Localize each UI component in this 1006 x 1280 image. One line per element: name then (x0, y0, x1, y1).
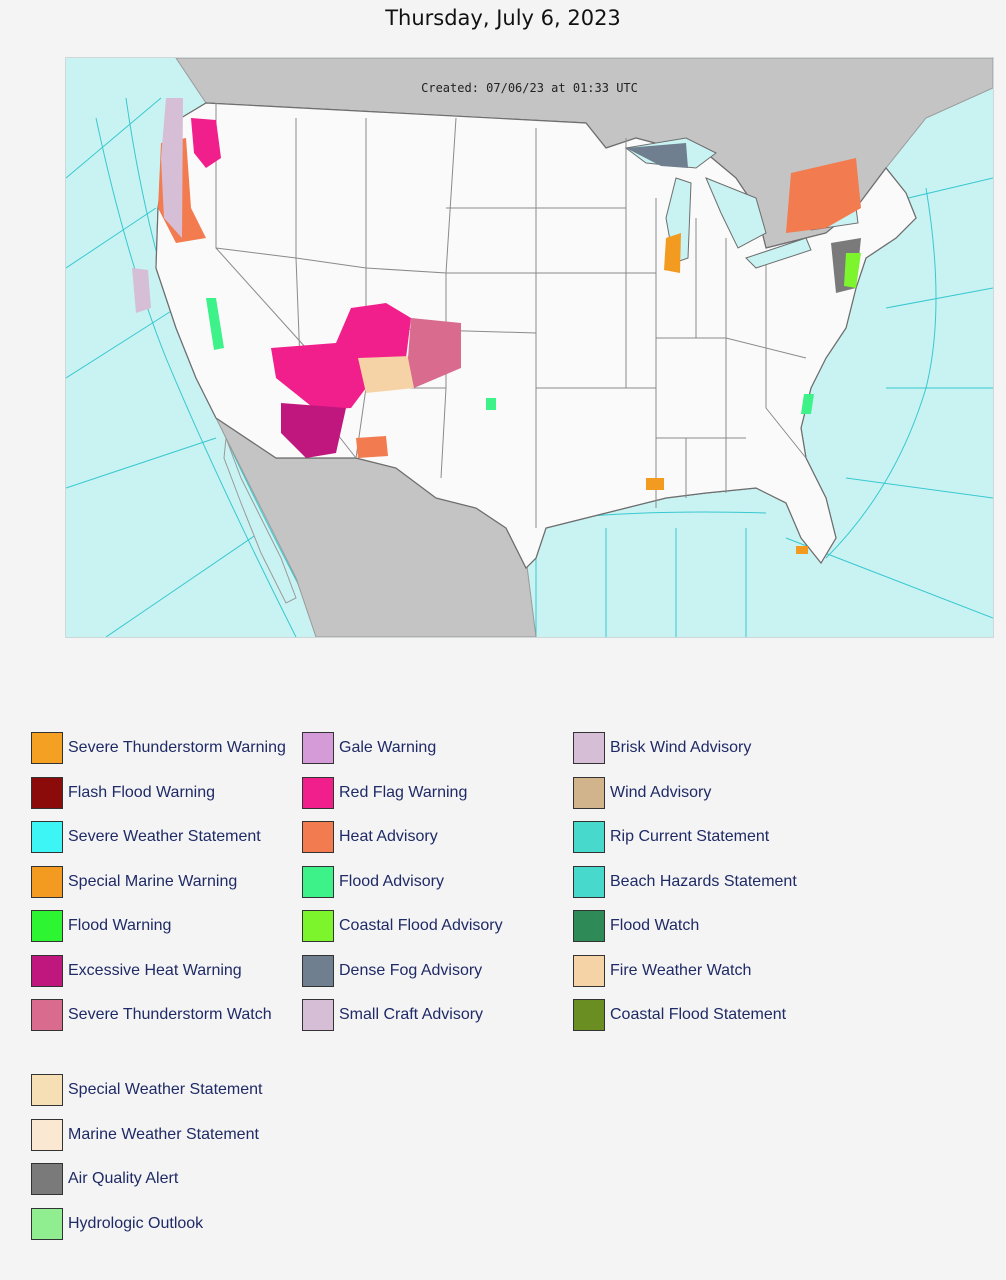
legend-label: Flood Advisory (339, 872, 444, 890)
legend-label: Fire Weather Watch (610, 961, 752, 979)
severe-tstm-area-2 (796, 546, 808, 554)
red-flag-area-2 (271, 303, 411, 410)
legend-label: Dense Fog Advisory (339, 961, 483, 979)
legend-item: Severe Thunderstorm Warning (31, 731, 286, 765)
page-title: Thursday, July 6, 2023 (385, 6, 621, 30)
legend-item: Flood Advisory (302, 865, 444, 899)
legend-swatch (31, 732, 63, 764)
legend-item: Brisk Wind Advisory (573, 731, 751, 765)
legend-swatch (573, 732, 605, 764)
legend-label: Beach Hazards Statement (610, 872, 797, 890)
legend-label: Flood Warning (68, 917, 172, 934)
svr-tstm-watch-area (408, 318, 461, 388)
legend-swatch (31, 1118, 63, 1151)
legend-swatch (573, 910, 605, 942)
legend-item: Fire Weather Watch (573, 954, 751, 988)
legend-item: Severe Thunderstorm Watch (31, 998, 272, 1032)
excessive-heat-area (281, 403, 346, 458)
legend-label: Special Marine Warning (68, 872, 238, 890)
legend-label: Special Weather Statement (68, 1081, 263, 1098)
legend-label: Hydrologic Outlook (68, 1214, 204, 1232)
legend-item: Flash Flood Warning (31, 776, 215, 810)
legend-item: Gale Warning (302, 731, 436, 765)
heat-advisory-area-2 (356, 436, 388, 458)
legend-swatch (573, 999, 605, 1031)
flood-advisory-area-2 (486, 398, 496, 410)
legend-swatch (31, 776, 63, 809)
legend-swatch (31, 865, 63, 898)
legend-item: Severe Weather Statement (31, 820, 261, 854)
legend-label: Air Quality Alert (68, 1170, 179, 1187)
legend-swatch (31, 1074, 63, 1106)
legend-label: Flood Watch (610, 917, 700, 934)
legend-label: Severe Thunderstorm Watch (68, 1006, 272, 1023)
legend-label: Wind Advisory (610, 783, 712, 801)
severe-tstm-area (646, 478, 664, 490)
legend-item: Flood Watch (573, 909, 699, 943)
map-graphic (66, 58, 993, 637)
special-marine-area (664, 233, 681, 273)
legend-item: Special Weather Statement (31, 1073, 262, 1107)
legend-label: Gale Warning (339, 739, 437, 756)
legend-label: Small Craft Advisory (339, 1006, 484, 1023)
legend-swatch (573, 865, 605, 898)
legend-label: Excessive Heat Warning (68, 961, 242, 979)
legend-swatch (31, 821, 63, 853)
gulf-of-california (223, 437, 297, 604)
legend-label: Coastal Flood Statement (610, 1006, 787, 1023)
legend-item: Coastal Flood Statement (573, 998, 786, 1032)
legend-item: Red Flag Warning (302, 776, 467, 810)
legend-item: Dense Fog Advisory (302, 954, 482, 988)
legend-item: Air Quality Alert (31, 1162, 178, 1196)
legend-label: Brisk Wind Advisory (610, 739, 752, 756)
flood-advisory-area-3 (801, 394, 814, 414)
small-craft-area-2 (132, 268, 151, 313)
fire-weather-area (358, 356, 414, 393)
legend-label: Red Flag Warning (339, 783, 468, 801)
legend-swatch (302, 954, 334, 987)
legend-swatch (302, 999, 334, 1031)
legend-swatch (302, 732, 334, 764)
legend-swatch (31, 999, 63, 1031)
legend-swatch (302, 776, 334, 809)
legend-label: Flash Flood Warning (68, 783, 216, 801)
legend-swatch (302, 910, 334, 942)
legend-item: Flood Warning (31, 909, 171, 943)
legend-swatch (31, 1163, 63, 1195)
dense-fog-area (626, 143, 688, 168)
legend-label: Marine Weather Statement (68, 1125, 259, 1143)
heat-advisory-area-3 (786, 158, 861, 233)
legend-label: Heat Advisory (339, 828, 438, 845)
legend-swatch (31, 954, 63, 987)
legend-swatch (31, 1207, 63, 1240)
legend-label: Coastal Flood Advisory (339, 917, 503, 934)
flood-advisory-area (206, 298, 224, 350)
legend-item: Special Marine Warning (31, 865, 237, 899)
red-flag-area (191, 118, 221, 168)
legend-swatch (573, 954, 605, 987)
legend-item: Rip Current Statement (573, 820, 769, 854)
legend-swatch (302, 821, 334, 853)
legend-item: Beach Hazards Statement (573, 865, 797, 899)
legend-swatch (573, 776, 605, 809)
legend-item: Small Craft Advisory (302, 998, 483, 1032)
legend-item: Coastal Flood Advisory (302, 909, 503, 943)
legend-swatch (31, 910, 63, 942)
hazard-map: Created: 07/06/23 at 01:33 UTC (65, 57, 994, 638)
legend-label: Severe Thunderstorm Warning (68, 739, 286, 756)
legend-item: Marine Weather Statement (31, 1118, 259, 1152)
legend-item: Excessive Heat Warning (31, 954, 242, 988)
coastal-flood-area (844, 253, 861, 288)
small-craft-area (161, 98, 183, 238)
legend-item: Hydrologic Outlook (31, 1207, 203, 1241)
legend-item: Wind Advisory (573, 776, 711, 810)
created-timestamp: Created: 07/06/23 at 01:33 UTC (421, 81, 638, 95)
legend-label: Severe Weather Statement (68, 828, 261, 845)
legend-item: Heat Advisory (302, 820, 438, 854)
legend-swatch (573, 821, 605, 853)
hazard-areas (132, 98, 861, 554)
legend-label: Rip Current Statement (610, 828, 770, 845)
legend-swatch (302, 865, 334, 898)
